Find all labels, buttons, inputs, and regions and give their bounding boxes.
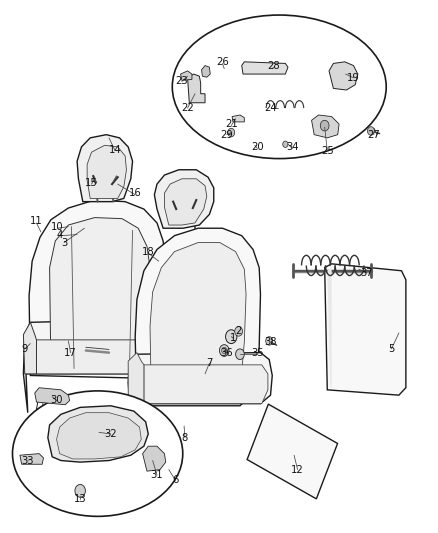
- Polygon shape: [23, 322, 36, 374]
- Polygon shape: [49, 217, 150, 370]
- Text: 19: 19: [347, 73, 360, 83]
- Polygon shape: [57, 413, 141, 459]
- Circle shape: [367, 127, 374, 135]
- Text: 10: 10: [51, 222, 64, 232]
- Polygon shape: [128, 353, 272, 446]
- Polygon shape: [325, 264, 406, 395]
- Polygon shape: [187, 74, 205, 103]
- Polygon shape: [128, 353, 144, 411]
- Polygon shape: [232, 115, 244, 122]
- Text: 3: 3: [61, 238, 67, 247]
- Text: 26: 26: [216, 57, 229, 67]
- Circle shape: [75, 484, 85, 497]
- Text: 38: 38: [264, 337, 277, 347]
- Polygon shape: [154, 169, 214, 228]
- Text: 8: 8: [182, 433, 188, 443]
- Polygon shape: [20, 454, 43, 464]
- Polygon shape: [23, 319, 185, 413]
- Text: 37: 37: [360, 268, 373, 278]
- Circle shape: [320, 120, 329, 131]
- Circle shape: [283, 141, 288, 148]
- Text: 34: 34: [286, 142, 299, 152]
- Circle shape: [236, 349, 244, 360]
- Polygon shape: [180, 71, 192, 80]
- Polygon shape: [29, 200, 166, 378]
- Text: 24: 24: [264, 103, 277, 113]
- Text: 35: 35: [251, 348, 264, 358]
- Polygon shape: [144, 365, 268, 403]
- Text: 36: 36: [221, 348, 233, 358]
- Text: 12: 12: [291, 465, 304, 474]
- Polygon shape: [48, 406, 148, 462]
- Text: 16: 16: [129, 188, 141, 198]
- Text: 14: 14: [109, 144, 121, 155]
- Polygon shape: [36, 332, 174, 374]
- Circle shape: [235, 327, 243, 336]
- Text: 20: 20: [251, 142, 264, 152]
- Text: 15: 15: [85, 177, 98, 188]
- Text: 2: 2: [236, 326, 242, 336]
- Polygon shape: [201, 66, 210, 77]
- Text: 17: 17: [64, 348, 77, 358]
- Polygon shape: [164, 179, 207, 225]
- Text: 7: 7: [206, 358, 212, 368]
- Polygon shape: [247, 404, 338, 499]
- Polygon shape: [135, 228, 261, 406]
- Text: 11: 11: [30, 216, 43, 227]
- Text: 30: 30: [50, 395, 63, 406]
- Polygon shape: [150, 243, 246, 400]
- Polygon shape: [311, 115, 339, 138]
- Polygon shape: [77, 135, 133, 201]
- Polygon shape: [242, 62, 288, 74]
- Text: 22: 22: [181, 103, 194, 113]
- Polygon shape: [329, 62, 358, 90]
- Text: 21: 21: [225, 119, 237, 129]
- Circle shape: [226, 330, 237, 344]
- Polygon shape: [327, 268, 332, 387]
- Polygon shape: [143, 446, 166, 471]
- Text: 33: 33: [21, 456, 34, 465]
- Text: 27: 27: [367, 130, 380, 140]
- Text: 31: 31: [151, 470, 163, 480]
- Text: 1: 1: [230, 333, 237, 343]
- Polygon shape: [35, 387, 70, 405]
- Text: 23: 23: [176, 77, 188, 86]
- Text: 32: 32: [104, 429, 117, 439]
- Text: 4: 4: [57, 230, 63, 240]
- Circle shape: [219, 345, 229, 357]
- Text: 29: 29: [220, 130, 233, 140]
- Polygon shape: [87, 146, 127, 198]
- Text: 28: 28: [267, 61, 280, 70]
- Circle shape: [228, 128, 235, 137]
- Text: 25: 25: [321, 146, 334, 156]
- Text: 5: 5: [388, 344, 395, 354]
- Text: 18: 18: [142, 247, 155, 256]
- Text: 13: 13: [74, 494, 86, 504]
- Circle shape: [222, 348, 227, 354]
- Text: 6: 6: [172, 475, 179, 485]
- Ellipse shape: [12, 391, 183, 516]
- Text: 9: 9: [21, 344, 28, 354]
- Ellipse shape: [172, 15, 386, 159]
- Circle shape: [266, 337, 273, 345]
